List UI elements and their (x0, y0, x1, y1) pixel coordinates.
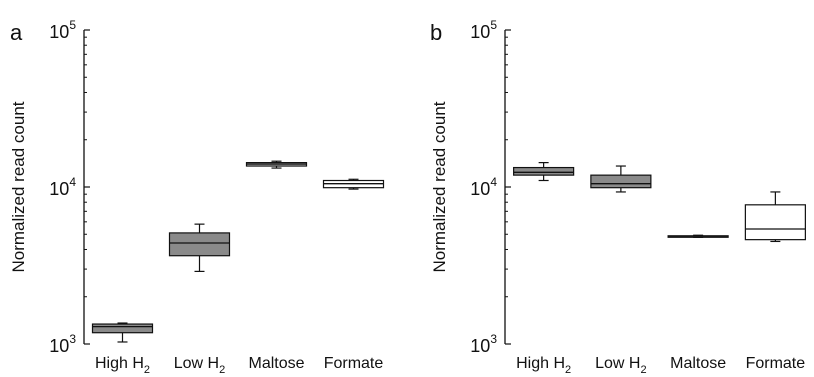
x-tick-label: Maltose (670, 355, 726, 372)
panel-letter: a (10, 20, 23, 45)
y-tick-label: 105 (49, 18, 76, 42)
box-2 (590, 165, 652, 193)
panel-letter: b (430, 20, 442, 45)
box-body (744, 204, 806, 241)
box-1 (513, 162, 575, 182)
box-1 (91, 322, 154, 343)
y-axis-label: Normalized read count (430, 101, 449, 272)
x-tick-label: Formate (746, 355, 806, 372)
box-3 (667, 234, 729, 238)
y-axis-label: Normalized read count (9, 101, 28, 272)
x-tick-label: Low H2 (174, 355, 225, 376)
y-tick-label: 104 (49, 175, 76, 199)
box-4 (744, 191, 806, 243)
box-3 (245, 160, 308, 169)
x-tick-label: Formate (324, 355, 384, 372)
x-tick-label: High H2 (516, 355, 571, 376)
y-tick-label: 105 (470, 18, 497, 42)
box-body (590, 174, 652, 189)
box-body (91, 323, 154, 334)
box-body (168, 232, 231, 257)
panel-a: a 103 104 105 Normalized read count High H2 Lo… (9, 18, 385, 376)
box-2 (168, 223, 231, 273)
y-tick-label: 103 (49, 332, 76, 356)
x-tick-label: Maltose (248, 355, 304, 372)
x-tick-label: High H2 (95, 355, 150, 376)
box-body (513, 166, 575, 176)
panel-b: b 103 104 105 Normalized read count High H2 Lo… (430, 18, 806, 376)
box-4 (322, 178, 385, 190)
x-tick-label: Low H2 (595, 355, 646, 376)
y-tick-label: 103 (470, 332, 497, 356)
y-tick-label: 104 (470, 175, 497, 199)
